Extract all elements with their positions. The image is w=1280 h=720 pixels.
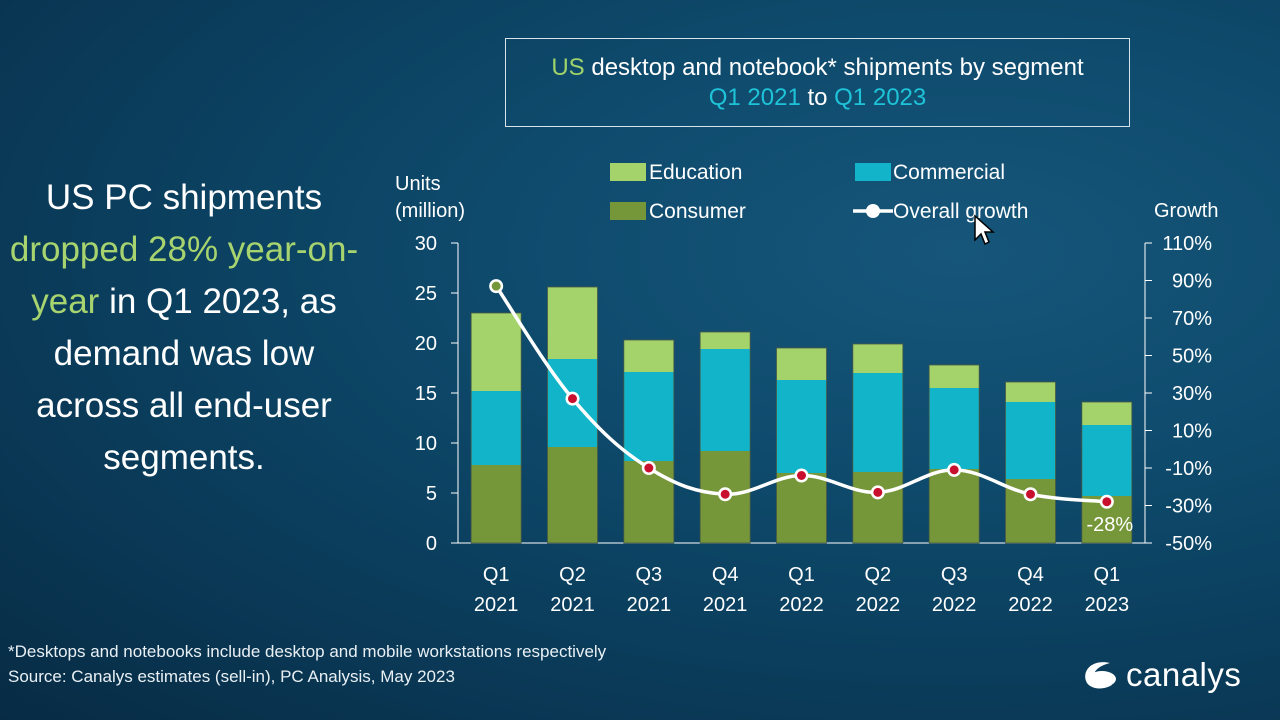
bar-consumer [776, 473, 827, 543]
y-tick-label: 0 [426, 533, 437, 555]
legend-label-growth: Overall growth [893, 200, 1028, 223]
y2-tick-label: 30% [1172, 383, 1212, 405]
bar-outline [852, 343, 904, 544]
growth-point [491, 281, 501, 291]
bar-education [852, 344, 903, 373]
x-tick-label-quarter: Q1 [483, 564, 510, 586]
bar-outline [623, 339, 675, 544]
x-tick-label-quarter: Q3 [941, 564, 968, 586]
growth-point [568, 394, 577, 404]
bar-consumer [929, 469, 980, 543]
growth-point [949, 465, 959, 475]
bar-commercial [852, 373, 903, 472]
legend-swatch-education [610, 163, 646, 181]
legend-label-commercial: Commercial [893, 161, 1005, 184]
y2-tick-label: 50% [1172, 346, 1212, 368]
y-tick-label: 25 [415, 283, 437, 305]
bar-outline [1005, 381, 1056, 544]
bar-education [547, 287, 598, 359]
x-tick-label-year: 2022 [779, 594, 824, 616]
x-tick-label-year: 2021 [550, 594, 595, 616]
y-tick-label: 20 [415, 333, 437, 355]
source-note: Source: Canalys estimates (sell-in), PC … [8, 667, 455, 686]
x-tick-label-quarter: Q4 [712, 564, 739, 586]
growth-point [1026, 489, 1035, 499]
logo-text: canalys [1126, 656, 1242, 693]
y-tick-label: 30 [415, 233, 437, 255]
bar-outline [547, 286, 598, 544]
y-tick-label: 15 [415, 383, 437, 405]
bar-outline [928, 364, 980, 544]
mouse-cursor-icon [974, 214, 995, 246]
x-tick-label-quarter: Q1 [788, 564, 815, 586]
y-axis-title-line2: (million) [395, 200, 465, 222]
growth-annotation: -28% [1086, 514, 1133, 536]
headline-text: US PC shipments dropped 28% year-on-year … [9, 178, 359, 477]
legend-swatch-growth-marker [866, 204, 880, 218]
legend-swatch-commercial [855, 163, 891, 181]
bar-commercial [1005, 402, 1056, 479]
bar-education [776, 348, 827, 380]
bar-commercial [776, 380, 827, 473]
legend-swatch-consumer [610, 202, 646, 220]
bar-commercial [471, 391, 522, 465]
y2-tick-label: -30% [1165, 496, 1212, 518]
y-tick-label: 10 [415, 433, 437, 455]
x-tick-label-year: 2023 [1085, 594, 1130, 616]
bar-education [929, 365, 980, 388]
legend-label-education: Education [649, 161, 742, 184]
x-tick-label-quarter: Q2 [864, 564, 891, 586]
growth-line [494, 285, 1108, 504]
y2-tick-label: 70% [1172, 308, 1212, 330]
chart-title-line2: Q1 2021 to Q1 2023 [708, 84, 927, 111]
bar-education [1005, 382, 1056, 402]
x-tick-label-year: 2022 [856, 594, 901, 616]
y-tick-label: 5 [426, 483, 437, 505]
growth-point [720, 489, 730, 499]
x-tick-label-year: 2022 [932, 594, 977, 616]
x-tick-label-quarter: Q2 [559, 564, 586, 586]
y2-tick-label: -50% [1165, 533, 1212, 555]
x-tick-label-quarter: Q3 [635, 564, 662, 586]
y2-tick-label: -10% [1165, 458, 1212, 480]
x-tick-label-year: 2021 [627, 594, 672, 616]
y2-tick-label: 90% [1172, 271, 1212, 293]
bar-outline [470, 312, 522, 544]
bar-consumer [547, 447, 598, 543]
bar-education [623, 340, 674, 372]
bar-education [1081, 402, 1132, 425]
growth-point [873, 487, 883, 497]
bar-commercial [623, 372, 674, 461]
bar-consumer [852, 472, 903, 543]
x-tick-label-year: 2021 [474, 594, 519, 616]
footnote: *Desktops and notebooks include desktop … [8, 642, 607, 661]
bar-education [471, 313, 522, 391]
y2-tick-label: 110% [1162, 233, 1212, 255]
bar-commercial [700, 349, 751, 451]
y2-tick-label: 10% [1172, 421, 1212, 443]
x-tick-label-year: 2022 [1008, 594, 1053, 616]
x-tick-label-quarter: Q4 [1017, 564, 1044, 586]
bar-consumer [471, 465, 522, 543]
growth-point [1102, 497, 1112, 507]
bar-outline [776, 347, 827, 544]
bar-outline [699, 331, 751, 544]
legend-label-consumer: Consumer [649, 200, 746, 223]
x-tick-label-year: 2021 [703, 594, 748, 616]
canalys-logo-icon [1085, 662, 1116, 689]
chart-title-line1: US desktop and notebook* shipments by se… [551, 54, 1084, 81]
bar-education [700, 332, 751, 349]
growth-point [797, 471, 806, 480]
growth-point [644, 463, 654, 473]
bar-commercial [929, 388, 980, 469]
bar-outline [1081, 401, 1133, 544]
canalys-logo: canalys [1080, 651, 1241, 699]
y-axis-title-line1: Units [395, 173, 441, 195]
chart-title-box: US desktop and notebook* shipments by se… [505, 38, 1130, 127]
x-tick-label-quarter: Q1 [1093, 564, 1120, 586]
bar-commercial [1081, 425, 1132, 496]
y2-axis-title: Growth [1154, 200, 1218, 222]
